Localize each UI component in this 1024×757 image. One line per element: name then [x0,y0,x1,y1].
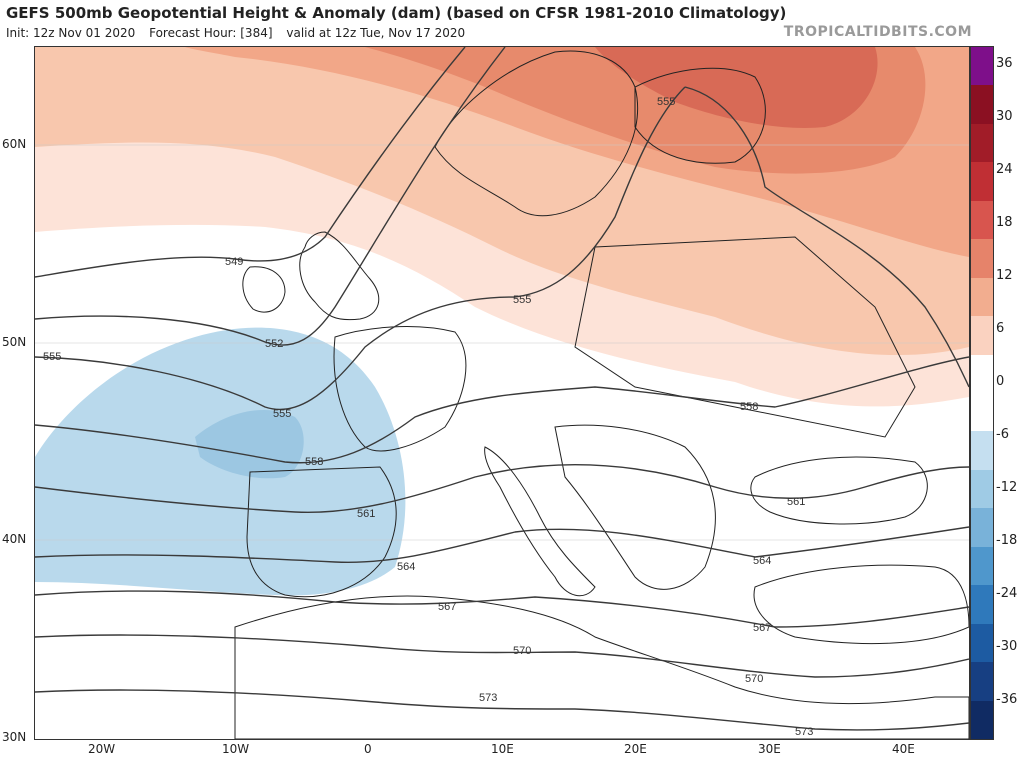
contour-label: 564 [753,555,771,567]
contour-label: 570 [513,645,531,657]
contour-555-east [684,86,969,388]
colorbar-tick-label: -18 [996,533,1018,548]
init-time: Init: 12z Nov 01 2020 [6,26,136,40]
colorbar-tick-label: 0 [996,374,1005,389]
colorbar-segment [971,623,993,663]
contour-label: 570 [745,673,763,685]
colorbar-segment [971,700,993,740]
colorbar-tick-label: 12 [996,268,1013,283]
contour-558 [35,356,969,464]
contour-label: 555 [657,96,675,108]
site-logo[interactable]: TROPICALTIDBITS.COM [783,24,972,40]
contour-label: 549 [225,256,243,268]
colorbar-segment [971,585,993,625]
colorbar-tick-label: 6 [996,321,1005,336]
lon-label-20e: 20E [624,742,647,756]
colorbar-segment [971,47,993,86]
colorbar-segment [971,662,993,702]
map-title: GEFS 500mb Geopotential Height & Anomaly… [6,4,787,22]
contour-label: 555 [273,408,291,420]
colorbar-tick-label: -12 [996,480,1018,495]
contour-label: 573 [795,726,813,738]
colorbar-segment [971,469,993,509]
map-panel[interactable]: 549 552 555 555 555 558 558 561 561 564 … [34,46,970,740]
contour-label: 561 [787,496,805,508]
contour-label: 564 [397,561,415,573]
colorbar-segment [971,431,993,471]
contour-555-west [35,86,686,411]
colorbar [970,46,994,740]
contour-label: 567 [438,601,456,613]
contour-label: 558 [305,456,323,468]
forecast-hour: Forecast Hour: [384] [149,26,273,40]
map-canvas: 549 552 555 555 555 558 558 561 561 564 … [35,47,969,739]
lon-label-10w: 10W [222,742,250,756]
colorbar-tick-label: -36 [996,692,1018,707]
contour-564 [35,526,969,564]
map-subtitle: Init: 12z Nov 01 2020 Forecast Hour: [38… [6,26,475,40]
contour-552 [35,47,506,346]
contour-549 [35,47,466,278]
contour-label: 573 [479,692,497,704]
contour-570 [35,634,969,678]
colorbar-segment [971,393,993,432]
colorbar-segment [971,546,993,586]
graticule [35,144,969,541]
colorbar-tick-label: -30 [996,639,1018,654]
colorbar-segment [971,354,993,394]
lon-label-10e: 10E [491,742,514,756]
colorbar-segment [971,239,993,279]
contour-label: 552 [265,338,283,350]
contour-567 [35,590,969,628]
lon-label-0: 0 [364,742,372,756]
colorbar-segment [971,162,993,202]
header: GEFS 500mb Geopotential Height & Anomaly… [0,0,1024,46]
colorbar-tick-label: 36 [996,56,1013,71]
colorbar-segment [971,508,993,548]
colorbar-segment [971,200,993,240]
lon-label-30e: 30E [758,742,781,756]
colorbar-tick-label: -6 [996,427,1009,442]
contour-label: 555 [513,294,531,306]
colorbar-segment [971,85,993,125]
lat-label-30n: 30N [2,730,27,744]
contour-label: 555 [43,351,61,363]
lat-label-40n: 40N [2,532,27,546]
colorbar-tick-label: -24 [996,586,1018,601]
contour-label: 561 [357,508,375,520]
valid-time: valid at 12z Tue, Nov 17 2020 [286,26,466,40]
lon-label-20w: 20W [88,742,116,756]
lon-label-40e: 40E [892,742,915,756]
colorbar-segment [971,316,993,356]
contour-labels: 549 552 555 555 555 558 558 561 561 564 … [43,96,813,738]
lat-label-50n: 50N [2,335,27,349]
anomaly-pos-30 [595,47,878,128]
colorbar-segment [971,277,993,317]
contour-label: 558 [740,401,758,413]
colorbar-tick-label: 30 [996,109,1013,124]
contour-label: 567 [753,622,771,634]
anomaly-neg-12 [195,409,304,479]
contour-573 [35,689,969,731]
colorbar-segment [971,123,993,163]
colorbar-tick-label: 24 [996,162,1013,177]
coastlines [234,50,969,739]
colorbar-tick-label: 18 [996,215,1013,230]
contour-561 [35,463,969,514]
lat-label-60n: 60N [2,137,27,151]
height-contours [35,47,969,731]
